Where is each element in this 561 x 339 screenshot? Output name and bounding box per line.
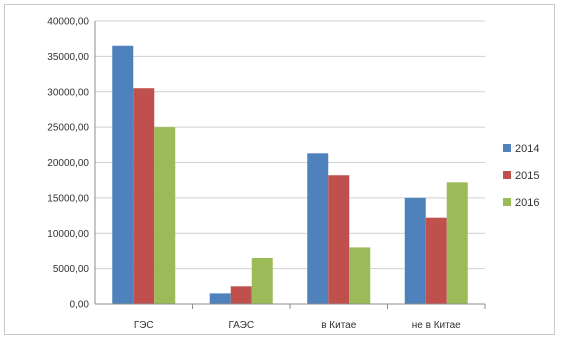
bar-2015-1 bbox=[230, 286, 252, 304]
y-axis-tick-labels: 0,00 5000,00 10000,00 15000,00 20000,00 25000… bbox=[47, 17, 89, 311]
chart-frame: 0,00 5000,00 10000,00 15000,00 20000,00 25000… bbox=[4, 4, 555, 335]
legend-label-2014: 2014 bbox=[515, 143, 539, 155]
x-category-label: в Китае bbox=[321, 320, 357, 331]
bar-2015-2 bbox=[328, 175, 350, 304]
y-tick-label: 20000,00 bbox=[47, 158, 89, 169]
axes bbox=[94, 21, 486, 309]
bar-2014-2 bbox=[307, 153, 329, 304]
bar-2016-0 bbox=[154, 127, 176, 304]
bar-2016-2 bbox=[349, 247, 371, 304]
bar-2015-3 bbox=[425, 217, 447, 304]
legend-swatch-2015 bbox=[503, 171, 511, 179]
y-tick-label: 10000,00 bbox=[47, 229, 89, 240]
bar-2014-1 bbox=[209, 293, 231, 304]
bars bbox=[112, 45, 468, 305]
y-tick-label: 5000,00 bbox=[53, 264, 90, 275]
legend: 2014 2015 2016 bbox=[503, 143, 539, 209]
bar-2016-3 bbox=[446, 182, 468, 304]
bar-2016-1 bbox=[251, 258, 273, 304]
y-tick-label: 15000,00 bbox=[47, 193, 89, 204]
legend-swatch-2014 bbox=[503, 144, 511, 152]
y-tick-label: 0,00 bbox=[70, 300, 90, 311]
bar-2015-0 bbox=[133, 88, 155, 305]
x-category-label: ГАЭС bbox=[228, 320, 254, 331]
bar-2014-3 bbox=[404, 197, 426, 304]
legend-swatch-2016 bbox=[503, 198, 511, 206]
legend-label-2015: 2015 bbox=[515, 170, 539, 182]
x-category-label: ГЭС bbox=[134, 320, 154, 331]
x-category-label: не в Китае bbox=[412, 320, 461, 331]
y-tick-label: 25000,00 bbox=[47, 123, 89, 134]
legend-label-2016: 2016 bbox=[515, 197, 539, 209]
y-tick-label: 35000,00 bbox=[47, 52, 89, 63]
bar-2014-0 bbox=[112, 45, 134, 304]
y-tick-label: 40000,00 bbox=[47, 17, 89, 28]
bar-chart: 0,00 5000,00 10000,00 15000,00 20000,00 25000… bbox=[47, 17, 539, 332]
x-axis-category-labels: ГЭС ГАЭС в Китае не в Китае bbox=[134, 320, 461, 331]
y-tick-label: 30000,00 bbox=[47, 87, 89, 98]
